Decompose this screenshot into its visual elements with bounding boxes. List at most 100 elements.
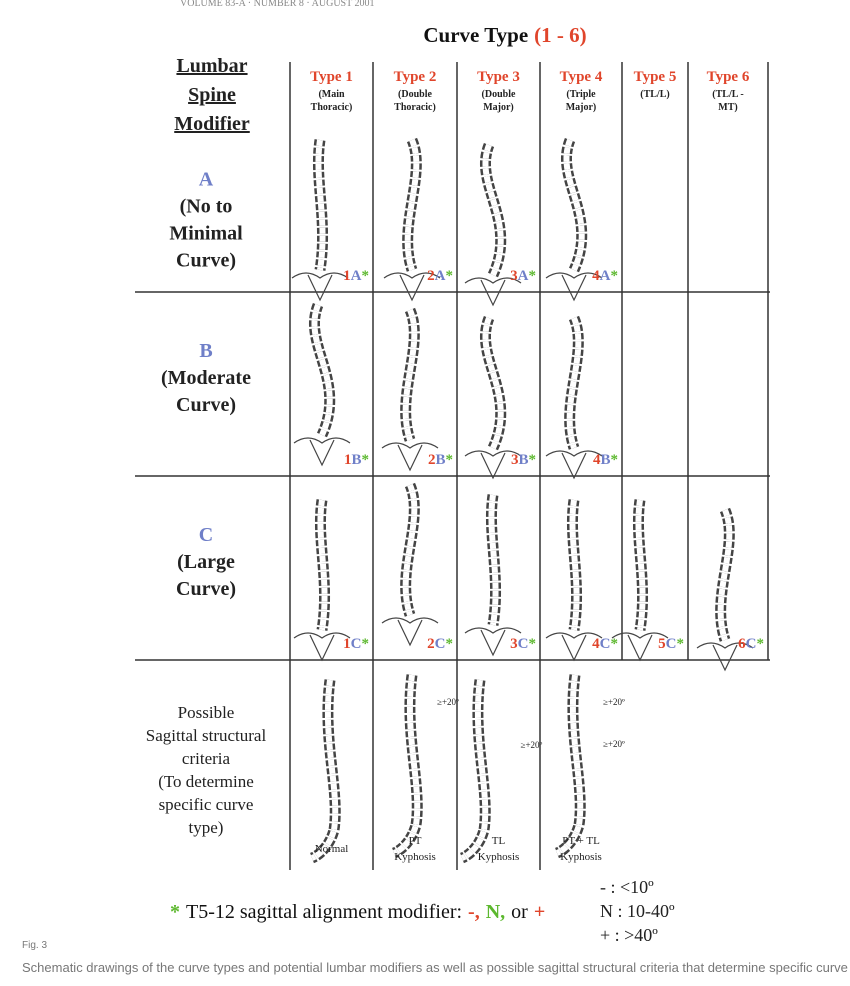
row-header-title: Lumbar bbox=[176, 55, 247, 77]
legend-part: N, bbox=[486, 901, 505, 923]
cell-letter: C bbox=[746, 636, 757, 652]
cell-number: 3 bbox=[511, 452, 519, 468]
legend-key: + : >40º bbox=[600, 925, 658, 945]
row-desc: Curve) bbox=[176, 394, 236, 416]
row-desc: Curve) bbox=[176, 250, 236, 272]
column-desc: Thoracic) bbox=[394, 102, 436, 113]
cell-letter: C bbox=[600, 636, 611, 652]
cell-number: 3 bbox=[510, 636, 518, 652]
cell-letter: B bbox=[435, 452, 445, 468]
legend-part: -, bbox=[468, 901, 480, 923]
column-desc: (Main bbox=[318, 89, 345, 100]
column-type: Type 3 bbox=[477, 69, 520, 85]
cell-letter: B bbox=[600, 452, 610, 468]
cell-mark: * bbox=[362, 268, 370, 284]
column-desc: (TL/L) bbox=[640, 89, 669, 100]
sagittal-note: ≥+20º bbox=[521, 740, 543, 750]
sagittal-header: Possible bbox=[178, 703, 235, 722]
cell-letter: B bbox=[351, 452, 361, 468]
cell-number: 3 bbox=[510, 268, 518, 284]
cell-number: 4 bbox=[592, 268, 600, 284]
cell-label: 5C* bbox=[658, 636, 684, 652]
cell-number: 2 bbox=[428, 452, 436, 468]
cell-label: 6C* bbox=[738, 636, 764, 652]
cell-label: 1A* bbox=[343, 268, 369, 284]
cell-mark: * bbox=[611, 636, 619, 652]
title-text: Curve Type bbox=[423, 23, 528, 47]
column-desc: Major) bbox=[566, 102, 597, 113]
cell-mark: * bbox=[611, 268, 619, 284]
cell-number: 4 bbox=[593, 452, 601, 468]
grid bbox=[135, 62, 770, 870]
legend-part: or bbox=[511, 901, 528, 923]
row-desc: Minimal bbox=[169, 223, 243, 245]
cell-mark: * bbox=[362, 452, 370, 468]
sagittal-label: PT bbox=[409, 835, 422, 847]
sagittal-note: ≥+20º bbox=[603, 739, 625, 749]
figure-label: Fig. 3 bbox=[22, 940, 47, 951]
cell-label: 4B* bbox=[593, 452, 618, 468]
cell-mark: * bbox=[529, 268, 537, 284]
cell-label: 4A* bbox=[592, 268, 618, 284]
cell-label: 3C* bbox=[510, 636, 536, 652]
cell-letter: A bbox=[351, 268, 362, 284]
cell-label: 1C* bbox=[343, 636, 369, 652]
sagittal-header: criteria bbox=[182, 749, 231, 768]
legend-key: - : <10º bbox=[600, 877, 654, 897]
row-header-title: Spine bbox=[188, 84, 236, 106]
sagittal-header: specific curve bbox=[159, 795, 254, 814]
sagittal-header: Sagittal structural bbox=[146, 726, 267, 745]
sagittal-label: Kyphosis bbox=[394, 851, 436, 863]
cell-letter: C bbox=[351, 636, 362, 652]
cell-letter: A bbox=[435, 268, 446, 284]
sagittal-header: (To determine bbox=[158, 772, 254, 791]
row-desc: Curve) bbox=[176, 578, 236, 600]
column-desc: Thoracic) bbox=[311, 102, 353, 113]
column-type: Type 2 bbox=[394, 69, 437, 85]
legend-part: * bbox=[170, 901, 180, 923]
cell-mark: * bbox=[529, 452, 537, 468]
column-desc: Major) bbox=[483, 102, 514, 113]
cell-number: 6 bbox=[738, 636, 746, 652]
caption: Schematic drawings of the curve types an… bbox=[22, 960, 850, 975]
cell-label: 3A* bbox=[510, 268, 536, 284]
column-desc: (Triple bbox=[566, 89, 596, 100]
cell-label: 4C* bbox=[592, 636, 618, 652]
cell-mark: * bbox=[611, 452, 619, 468]
row-letter: C bbox=[199, 524, 213, 546]
column-desc: MT) bbox=[718, 102, 737, 113]
row-desc: (No to bbox=[180, 196, 233, 218]
legend-part: T5-12 sagittal alignment modifier: bbox=[186, 901, 462, 923]
cell-letter: A bbox=[600, 268, 611, 284]
cell-number: 2 bbox=[427, 268, 435, 284]
cell-label: 2B* bbox=[428, 452, 453, 468]
cell-mark: * bbox=[446, 452, 454, 468]
cell-letter: C bbox=[518, 636, 529, 652]
row-desc: (Moderate bbox=[161, 367, 251, 389]
column-type: Type 4 bbox=[560, 69, 603, 85]
title-range: (1 - 6) bbox=[534, 23, 586, 47]
sagittal-header: type) bbox=[189, 818, 224, 837]
sagittal-label: Kyphosis bbox=[560, 851, 602, 863]
content: Lumbar Spine Modifier Type 1 (Main Thoracic) T… bbox=[146, 55, 764, 945]
cell-letter: B bbox=[518, 452, 528, 468]
legend-key: N : 10-40º bbox=[600, 901, 675, 921]
cell-mark: * bbox=[446, 636, 454, 652]
cell-label: 1B* bbox=[344, 452, 369, 468]
cell-letter: A bbox=[518, 268, 529, 284]
cell-label: 2C* bbox=[427, 636, 453, 652]
sagittal-note: ≥+20º bbox=[603, 697, 625, 707]
cell-number: 1 bbox=[344, 452, 352, 468]
spine-drawings bbox=[292, 140, 753, 858]
column-desc: (Double bbox=[398, 89, 432, 100]
row-desc: (Large bbox=[177, 551, 235, 573]
cell-label: 3B* bbox=[511, 452, 536, 468]
sagittal-label: TL bbox=[492, 835, 506, 847]
cell-mark: * bbox=[529, 636, 537, 652]
column-desc: (Double bbox=[482, 89, 516, 100]
cell-mark: * bbox=[677, 636, 685, 652]
sagittal-label: Normal bbox=[315, 843, 349, 855]
row-letter: B bbox=[199, 340, 212, 362]
cell-number: 1 bbox=[343, 268, 351, 284]
